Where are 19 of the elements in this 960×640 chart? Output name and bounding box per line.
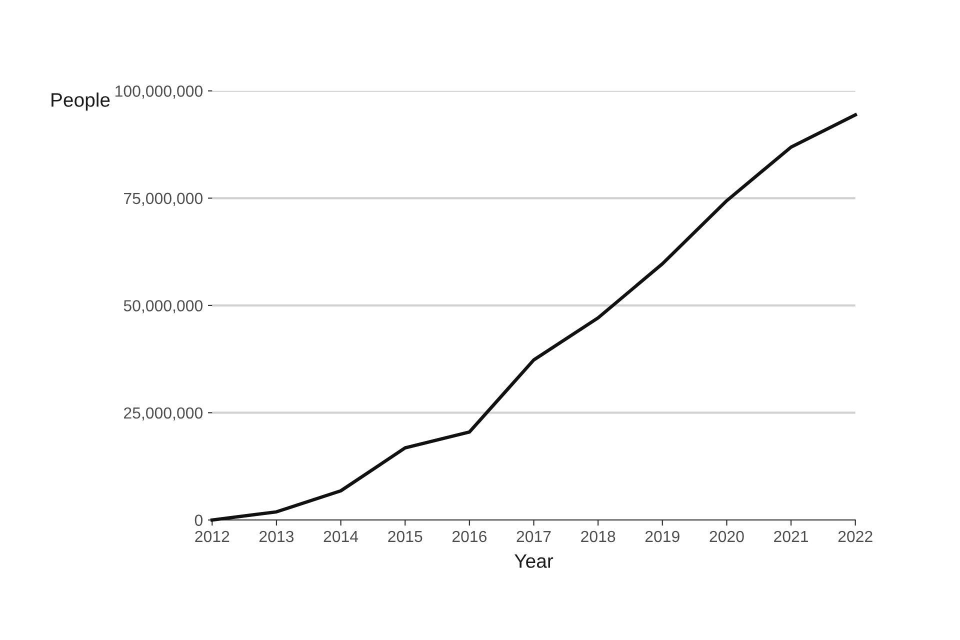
- x-tick-label: 2022: [838, 530, 872, 542]
- x-tick-label: 2013: [260, 530, 294, 542]
- x-tick-label: 2018: [581, 530, 616, 542]
- line-series: [210, 113, 858, 522]
- y-tick-label: 100,000,000: [116, 86, 203, 99]
- x-tick-label: 2015: [388, 530, 422, 542]
- x-tick-label: 2016: [452, 530, 487, 542]
- x-tick-label: 2019: [645, 530, 680, 542]
- x-tick-label: 2021: [774, 530, 808, 542]
- y-tick-label: 50,000,000: [124, 300, 203, 314]
- y-tick-label: 75,000,000: [124, 192, 203, 206]
- x-tick-label: 2014: [324, 530, 358, 542]
- x-tick-label: 2017: [516, 530, 551, 542]
- x-tick-label: 2012: [195, 530, 230, 542]
- y-tick-label: 0: [194, 514, 203, 526]
- x-tick-label: 2020: [710, 530, 744, 542]
- y-axis-title: People: [52, 92, 110, 111]
- x-axis-title: Year: [514, 554, 554, 568]
- y-tick-label: 25,000,000: [124, 407, 203, 421]
